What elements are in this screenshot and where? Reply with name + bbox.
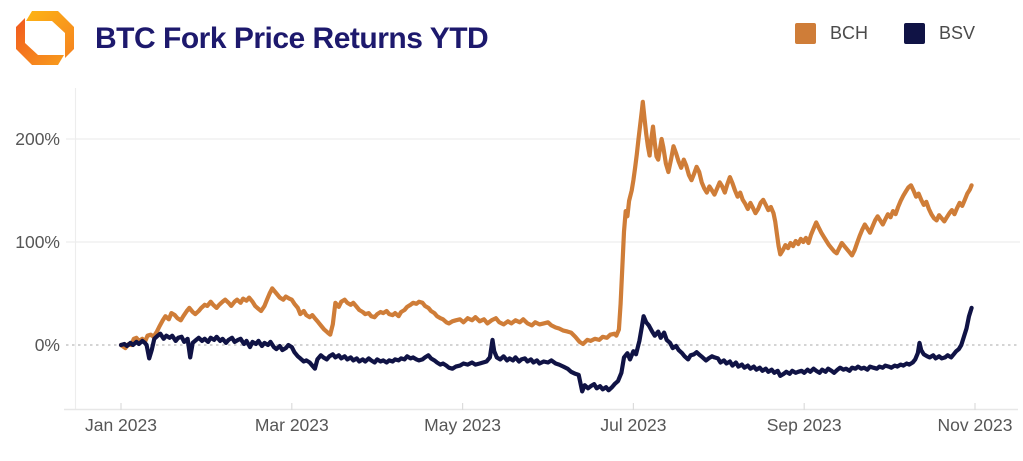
x-axis-tick-label: Jul 2023 bbox=[600, 415, 666, 435]
legend-item-bch[interactable]: BCH bbox=[794, 23, 868, 44]
y-axis-tick-label: 200% bbox=[15, 129, 60, 149]
brand-logo-icon bbox=[16, 11, 74, 65]
page-title: BTC Fork Price Returns YTD bbox=[95, 22, 489, 55]
bsv-series-line[interactable] bbox=[118, 305, 974, 394]
bsv-legend-swatch-icon bbox=[903, 23, 925, 44]
x-axis-tick-label: Nov 2023 bbox=[938, 415, 1013, 435]
chart-legend: BCH BSV bbox=[794, 23, 975, 44]
legend-item-bsv[interactable]: BSV bbox=[903, 23, 975, 44]
bsv-legend-label: BSV bbox=[938, 23, 975, 43]
y-axis-tick-label: 0% bbox=[35, 335, 60, 355]
x-axis-tick-label: May 2023 bbox=[424, 415, 501, 435]
bch-legend-label: BCH bbox=[829, 23, 868, 43]
x-axis-tick-label: Sep 2023 bbox=[767, 415, 842, 435]
x-axis-tick-label: Jan 2023 bbox=[85, 415, 157, 435]
bch-series-line[interactable] bbox=[118, 99, 974, 351]
y-axis-tick-label: 100% bbox=[15, 232, 60, 252]
x-axis-tick-label: Mar 2023 bbox=[255, 415, 329, 435]
bch-legend-swatch-icon bbox=[794, 23, 816, 44]
